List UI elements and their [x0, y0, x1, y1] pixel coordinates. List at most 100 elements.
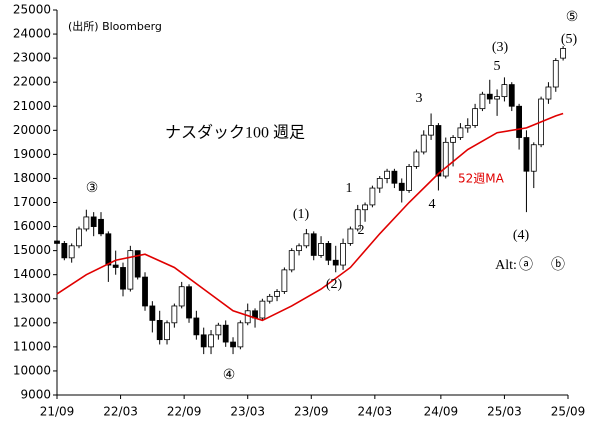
y-tick-label: 13000	[13, 291, 51, 305]
candle-body	[376, 178, 383, 189]
wave-label: 2	[358, 223, 365, 238]
y-tick-label: 17000	[13, 195, 51, 209]
candle-body	[486, 93, 493, 100]
wave-label: (3)	[492, 40, 509, 55]
y-tick-label: 19000	[13, 147, 51, 161]
x-tick-label: 24/03	[358, 405, 393, 419]
wave-label: 5	[494, 59, 501, 74]
y-tick-label: 21000	[13, 99, 51, 113]
candle-body	[494, 96, 500, 100]
y-tick-label: 24000	[13, 27, 51, 41]
candle-body	[369, 187, 376, 206]
wave-label: ⓐ	[519, 257, 533, 273]
y-tick-label: 23000	[13, 51, 51, 65]
x-tick-label: 22/09	[167, 405, 202, 419]
candle-body	[193, 317, 200, 336]
candle-body	[552, 60, 559, 88]
candle-body	[332, 259, 339, 266]
wave-label: (5)	[561, 32, 578, 47]
candle-body	[318, 243, 324, 256]
candle-body	[442, 141, 449, 177]
candle-body	[384, 170, 390, 179]
wave-label: ⑤	[566, 10, 579, 25]
candle-body	[222, 324, 229, 343]
candle-body	[120, 267, 126, 290]
source-note: (出所) Bloomberg	[68, 19, 162, 33]
candle-body	[266, 295, 273, 302]
candle-body	[435, 125, 442, 177]
wave-label: 4	[429, 197, 436, 212]
candle-body	[134, 250, 141, 278]
candle-body	[178, 286, 185, 307]
candle-body	[296, 245, 302, 252]
y-tick-label: 10000	[13, 363, 51, 377]
candle-body	[450, 137, 456, 143]
candle-body	[186, 286, 192, 319]
y-tick-label: 12000	[13, 315, 51, 329]
candle-body	[156, 320, 163, 341]
candle-body	[310, 233, 317, 256]
wave-label: 1	[346, 181, 353, 196]
candle-body	[61, 243, 68, 259]
candle-body	[457, 127, 464, 138]
y-tick-label: 14000	[13, 267, 51, 281]
candle-body	[545, 86, 552, 100]
candle-body	[303, 233, 310, 247]
y-tick-label: 18000	[13, 171, 51, 185]
candle-body	[83, 216, 90, 230]
candle-body	[112, 264, 119, 268]
candle-body	[76, 228, 82, 247]
x-tick-label: 23/09	[294, 405, 329, 419]
y-tick-label: 15000	[13, 243, 51, 257]
candle-body	[54, 240, 60, 244]
y-tick-label: 20000	[13, 123, 51, 137]
wave-label: Alt:	[495, 258, 517, 273]
x-tick-label: 25/03	[487, 405, 522, 419]
candle-body	[68, 245, 75, 259]
candle-body	[406, 166, 412, 191]
wave-label: ④	[223, 368, 236, 383]
y-tick-label: 11000	[13, 339, 51, 353]
candle-body	[171, 305, 178, 324]
ma-label: 52週MA	[458, 172, 505, 186]
x-tick-label: 23/03	[230, 405, 265, 419]
candle-body	[391, 170, 398, 184]
wave-label: (4)	[513, 228, 530, 243]
y-tick-label: 9000	[20, 388, 51, 402]
candle-body	[464, 125, 471, 129]
candle-body	[98, 218, 104, 235]
candle-body	[215, 324, 222, 336]
candle-body	[501, 84, 508, 98]
candle-body	[472, 108, 478, 126]
candle-body	[516, 105, 523, 138]
candle-body	[274, 291, 280, 297]
candle-body	[200, 334, 207, 348]
candle-body	[259, 300, 266, 319]
candle-body	[398, 182, 405, 191]
candle-body	[164, 322, 170, 341]
candle-body	[237, 322, 244, 348]
candle-body	[530, 144, 537, 172]
candle-body	[142, 276, 148, 307]
x-tick-label: 25/09	[551, 405, 586, 419]
wave-label: 3	[416, 91, 423, 106]
y-tick-label: 16000	[13, 219, 51, 233]
candle-body	[362, 204, 368, 211]
candle-body	[347, 228, 354, 244]
wave-label: (2)	[326, 277, 343, 292]
candle-body	[340, 243, 346, 266]
chart-title: ナスダック100 週足	[165, 124, 305, 142]
candle-body	[208, 334, 214, 348]
candle-body	[230, 341, 236, 348]
wave-label: ⓑ	[551, 257, 565, 273]
candle-body	[354, 209, 361, 230]
wave-label: ③	[86, 181, 99, 196]
candle-body	[127, 250, 134, 290]
candle-body	[413, 151, 420, 167]
y-tick-label: 22000	[13, 75, 51, 89]
ma-line	[56, 112, 564, 322]
candle-body	[325, 243, 332, 261]
candle-body	[281, 269, 288, 292]
candle-body	[508, 84, 515, 107]
